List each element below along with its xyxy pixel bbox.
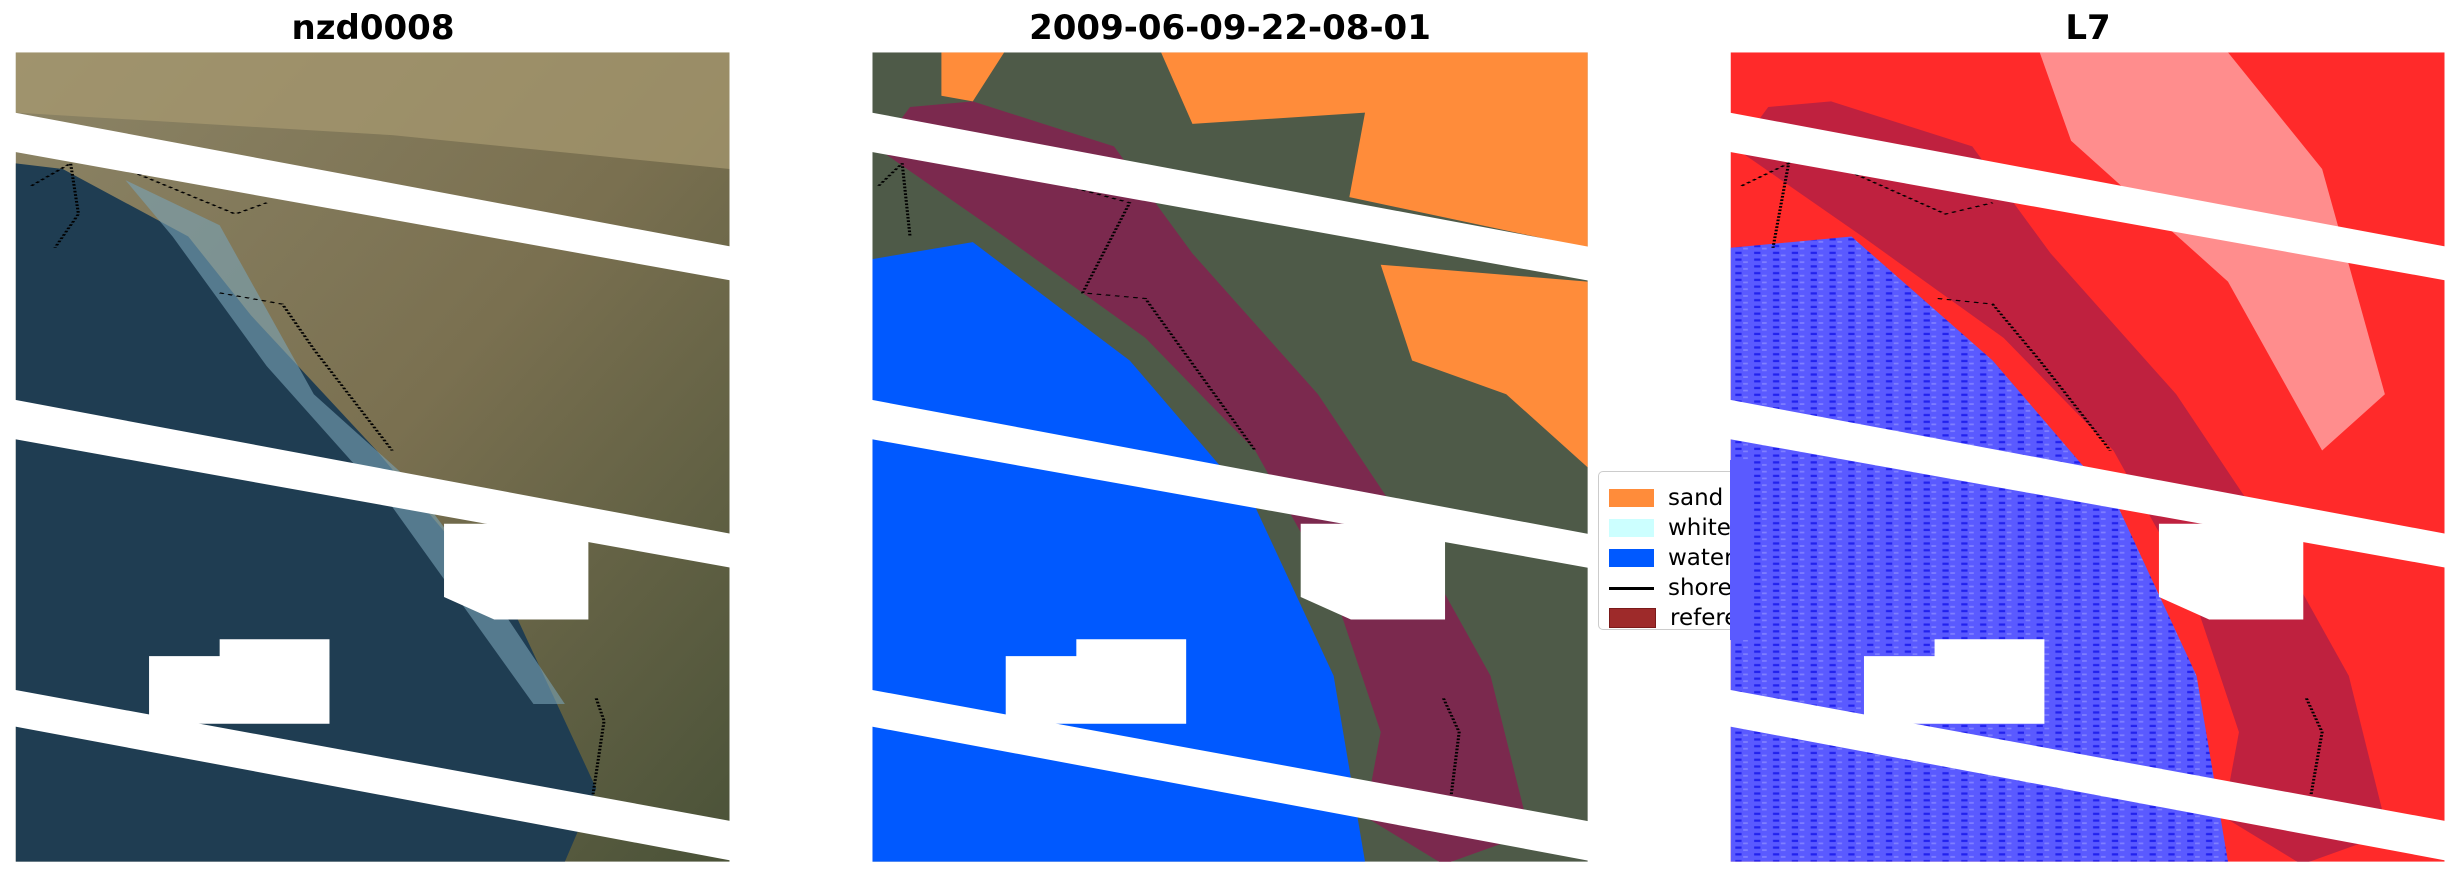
panel-title-satellite: L7 [2065, 8, 2111, 48]
shoreline-swatch [1609, 586, 1654, 590]
shoreline [877, 163, 1461, 795]
sand-region [1380, 264, 1588, 468]
water-swatch [1609, 549, 1654, 567]
no-data-stripes [0, 109, 2453, 862]
reference-overlay [1736, 101, 2389, 862]
shoreline [30, 161, 606, 795]
shoreline [1740, 161, 2324, 795]
legend-item-sand: sand [1609, 485, 1723, 511]
legend-label: water [1668, 545, 1734, 571]
water-index-region [1730, 236, 2228, 862]
legend-label: referer [1670, 605, 1739, 630]
water-region [872, 242, 1366, 862]
reference-overlay [878, 101, 1530, 862]
legend-label: shorel [1668, 575, 1739, 601]
legend-label: sand [1668, 485, 1724, 511]
legend-item-reference: referer [1609, 605, 1739, 630]
legend-clip-edge [1730, 460, 1750, 640]
reference-swatch [1609, 608, 1656, 628]
panel-title-image: nzd0008 [291, 8, 455, 48]
panel-title-date: 2009-06-09-22-08-01 [1029, 8, 1431, 48]
legend-item-shoreline: shorel [1609, 575, 1738, 601]
whitewater-swatch [1609, 519, 1654, 537]
sand-swatch [1609, 489, 1654, 507]
legend-item-water: water [1609, 545, 1734, 571]
sand-region [1161, 52, 1588, 248]
